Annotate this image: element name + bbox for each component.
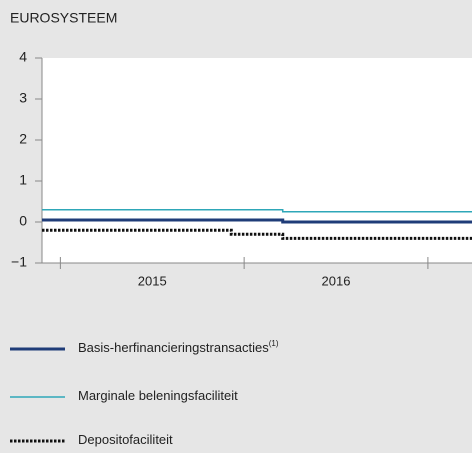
y-tick-label: 1 (19, 172, 27, 188)
legend-label: Marginale beleningsfaciliteit (78, 388, 238, 403)
y-tick-label: 3 (19, 90, 27, 106)
series-line (42, 228, 472, 240)
x-tick-label: 2016 (322, 273, 351, 288)
y-tick-label: 0 (19, 213, 27, 229)
legend-label: Depositofaciliteit (78, 432, 173, 447)
chart-title: EUROSYSTEEM (10, 10, 117, 26)
plot-area (42, 58, 472, 263)
legend-label: Basis-herfinancieringstransacties(1) (78, 339, 279, 355)
x-tick-label: 2015 (138, 273, 167, 288)
y-tick-label: 4 (19, 49, 27, 65)
legend-text: Marginale beleningsfaciliteit (78, 388, 238, 403)
y-tick-label: −1 (11, 254, 27, 270)
legend-footnote: (1) (269, 339, 279, 348)
legend-text: Depositofaciliteit (78, 432, 173, 447)
series-line (42, 208, 472, 213)
legend-text: Basis-herfinancieringstransacties (78, 340, 269, 355)
y-tick-label: 2 (19, 131, 27, 147)
series-line (42, 218, 472, 224)
